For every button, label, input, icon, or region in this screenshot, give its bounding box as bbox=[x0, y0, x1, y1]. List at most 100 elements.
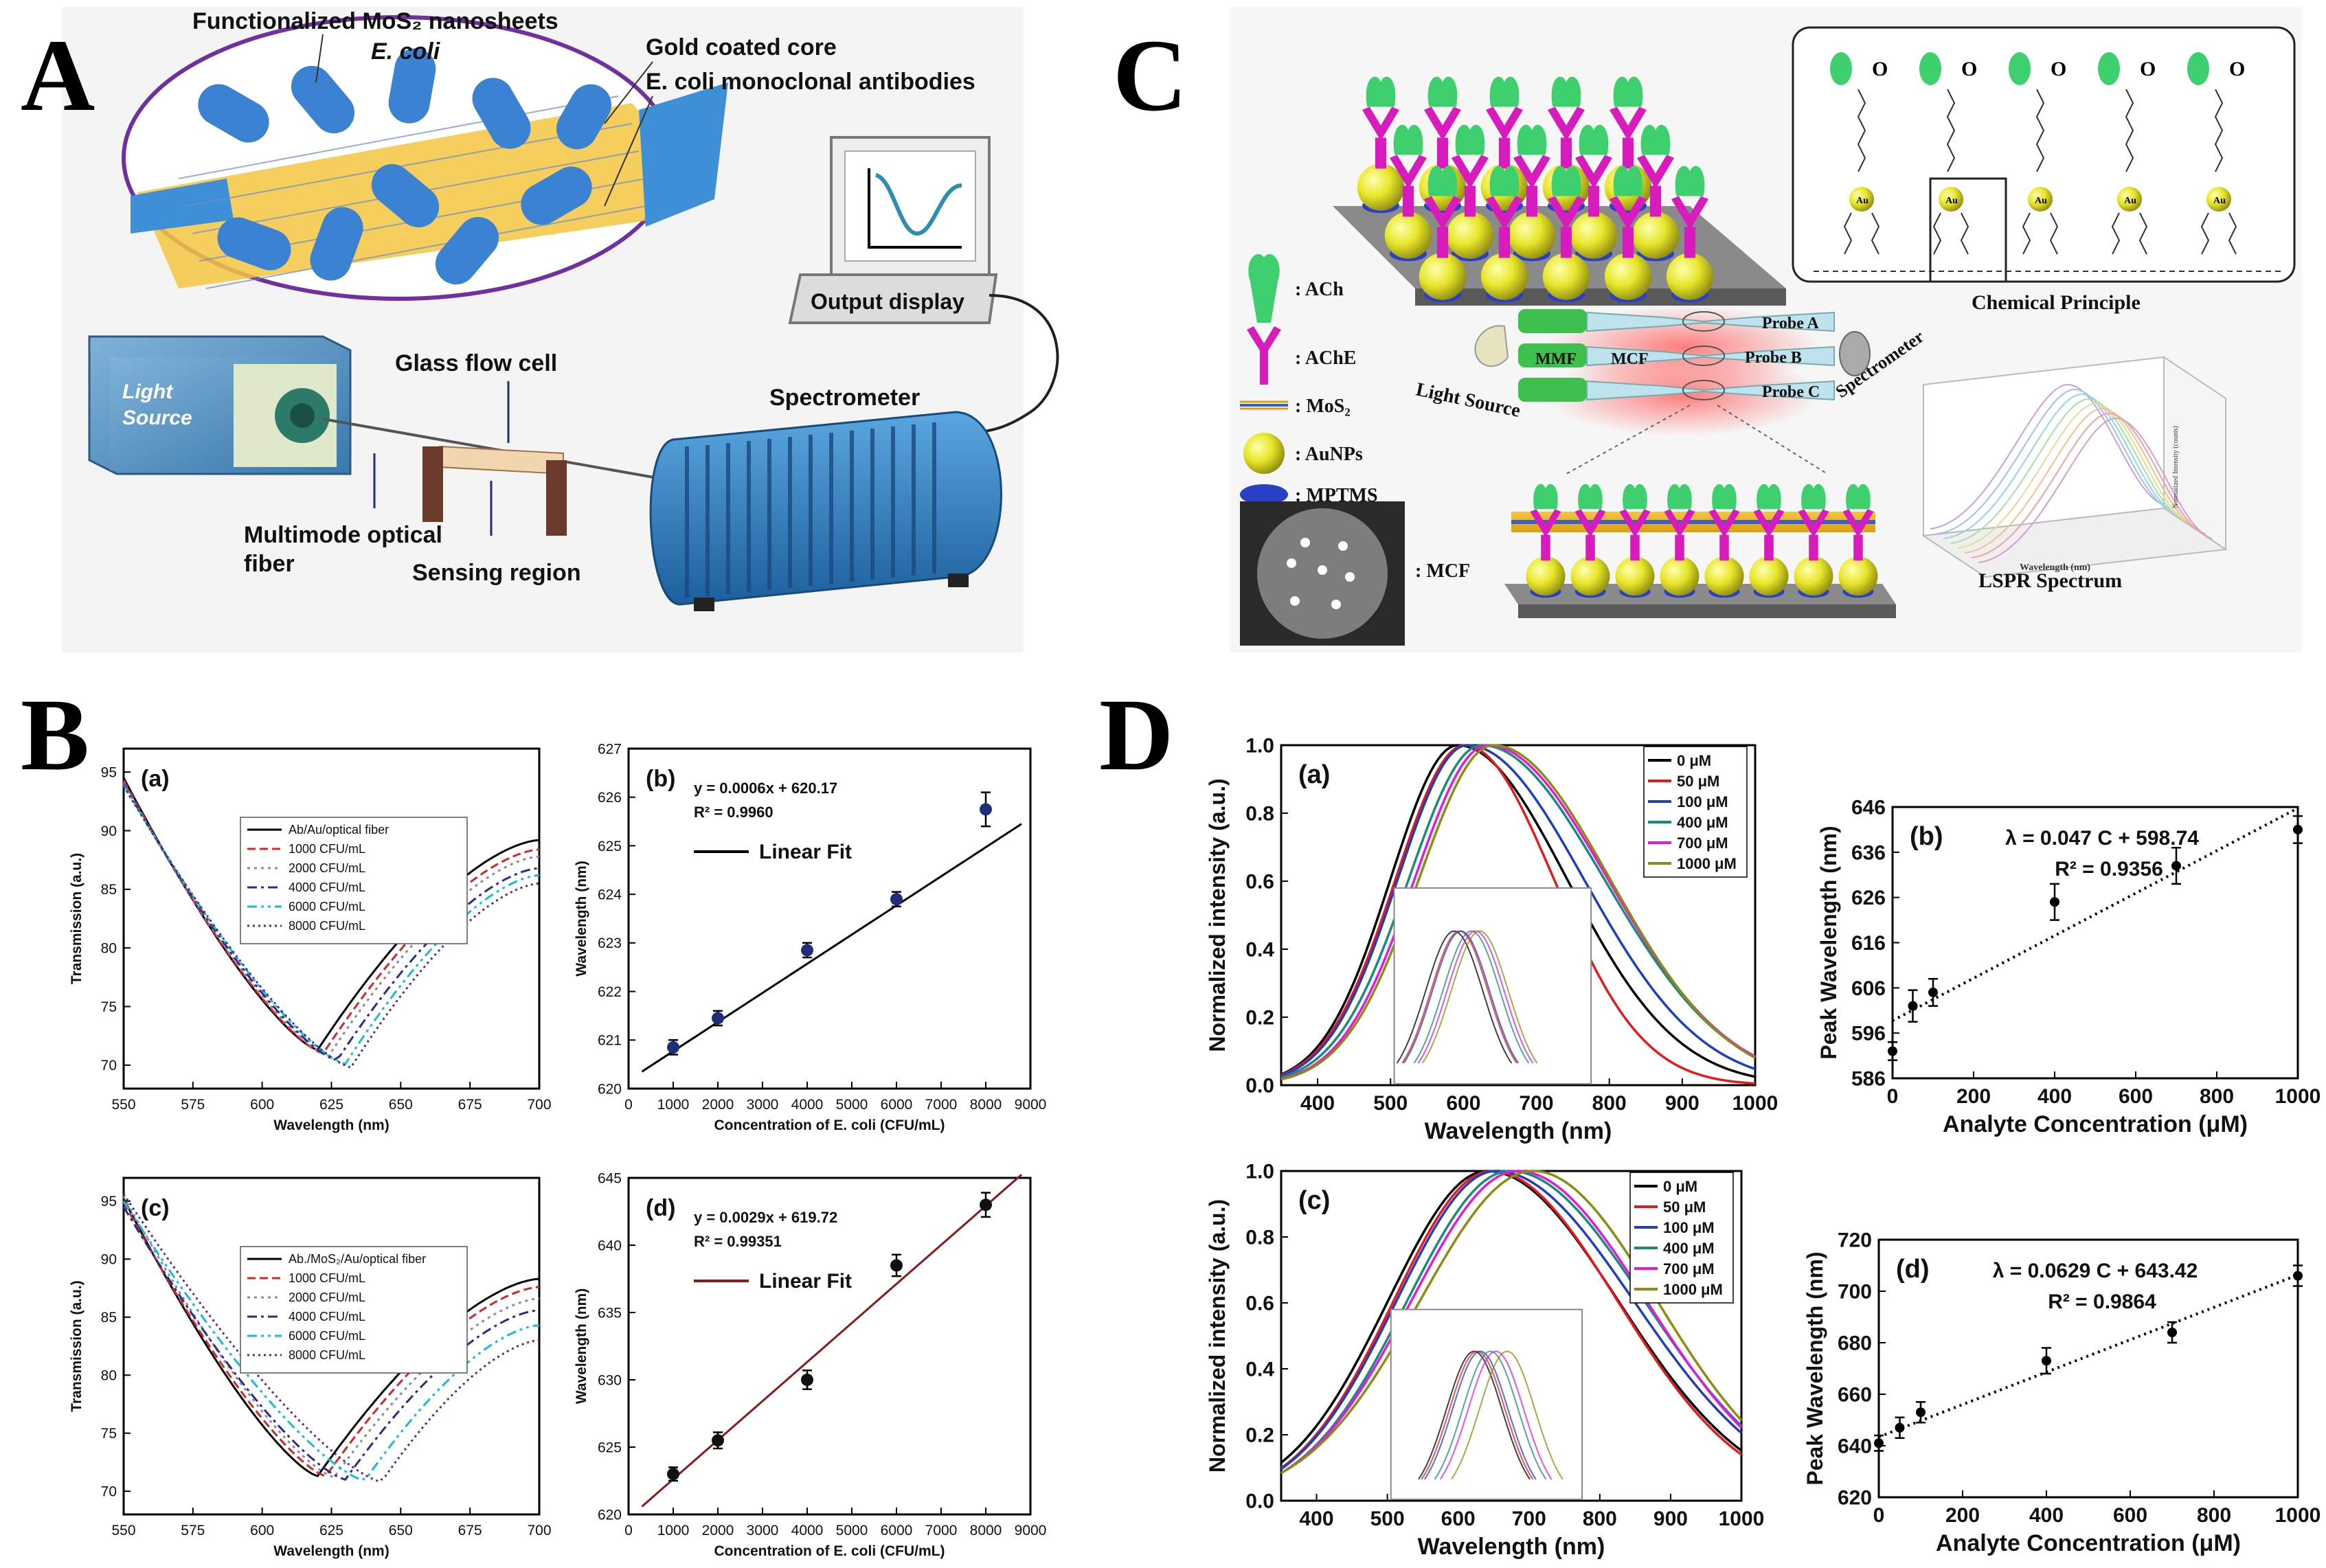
inset-line bbox=[1417, 930, 1534, 1064]
e-coli-bacteria bbox=[198, 48, 611, 285]
x-tick-label: 400 bbox=[1300, 1092, 1335, 1115]
x-tick-label: 0 bbox=[1887, 1085, 1899, 1108]
panel-label: (a) bbox=[141, 766, 170, 792]
label-light: Light bbox=[122, 380, 174, 403]
au-nanoparticle bbox=[1660, 556, 1700, 596]
oxygen-label: O bbox=[2051, 58, 2066, 80]
lspr-curve bbox=[1950, 398, 2185, 544]
ach-molecule bbox=[1675, 166, 1705, 196]
legend-box bbox=[240, 1246, 468, 1374]
x-tick-label: 600 bbox=[250, 1097, 274, 1113]
y-axis-label: Wavelength (nm) bbox=[574, 1288, 589, 1404]
ache-stem bbox=[1684, 227, 1696, 258]
x-tick-label: 8000 bbox=[970, 1097, 1002, 1113]
ach-unit bbox=[2098, 52, 2120, 85]
label-spectrometer: Spectrometer bbox=[769, 385, 920, 411]
lspr-axis-wavelength: Wavelength (nm) bbox=[2020, 563, 2090, 573]
linker bbox=[2111, 212, 2148, 255]
x-tick-label: 550 bbox=[111, 1523, 135, 1538]
data-point bbox=[1888, 1046, 1897, 1056]
ache-arms bbox=[1390, 155, 1427, 189]
ache-stem bbox=[1649, 185, 1662, 217]
legend-label: 4000 CFU/mL bbox=[289, 880, 365, 894]
fit-line bbox=[641, 823, 1022, 1073]
ache-stem bbox=[1585, 534, 1595, 561]
sensor-surface-bottom bbox=[1504, 584, 1896, 618]
panel-label: (c) bbox=[141, 1195, 170, 1221]
fit-equation: y = 0.0006x + 620.17 bbox=[694, 780, 837, 797]
au-atom bbox=[2028, 187, 2053, 212]
ach-molecule bbox=[1846, 484, 1871, 510]
legend-label: Ab./MoS₂/Au/optical fiber bbox=[289, 1252, 426, 1266]
series-line bbox=[1280, 744, 1756, 1078]
panel-c-diagram: C : ACh : AChE : MoS₂ : AuNPs : MPTMS : … bbox=[1113, 7, 2301, 652]
ache-arms bbox=[1610, 196, 1647, 230]
ach-molecule bbox=[1517, 124, 1547, 155]
au-label: Au bbox=[1856, 196, 1868, 206]
data-point bbox=[801, 1374, 813, 1386]
x-tick-label: 4000 bbox=[791, 1097, 824, 1113]
probe-assembly: MMF MCF Probe A Probe B Probe C Light So… bbox=[1414, 306, 1928, 475]
series-line bbox=[1280, 1170, 1743, 1475]
y-tick-label: 85 bbox=[101, 1310, 117, 1326]
x-tick-label: 700 bbox=[1512, 1508, 1546, 1530]
ache-arms bbox=[1708, 509, 1740, 538]
chart-b-a: 550 575 600 625 650 675 700 70 75 80 85 90 95 Wavelen… bbox=[69, 747, 552, 1133]
au-nanoparticle bbox=[1570, 212, 1618, 259]
ache-stem bbox=[1498, 227, 1511, 258]
legend-label: 0 μM bbox=[1677, 752, 1711, 769]
data-point bbox=[890, 1259, 903, 1272]
ach-unit bbox=[1919, 52, 1941, 85]
ach-molecule bbox=[1712, 484, 1737, 510]
x-tick-label: 675 bbox=[458, 1523, 482, 1538]
x-tick-label: 7000 bbox=[925, 1097, 958, 1113]
x-tick-label: 1000 bbox=[1732, 1092, 1779, 1115]
ach-molecule bbox=[1393, 124, 1423, 155]
au-label: Au bbox=[2035, 196, 2047, 206]
legend-label: 400 μM bbox=[1677, 814, 1728, 831]
au-nanoparticle bbox=[1749, 556, 1789, 596]
ache-stem bbox=[1622, 227, 1634, 258]
x-axis-label: Wavelength (nm) bbox=[273, 1117, 389, 1133]
alkyl-chain bbox=[1857, 89, 1866, 172]
au-nanoparticle bbox=[1480, 253, 1528, 300]
x-tick-label: 700 bbox=[527, 1097, 551, 1113]
ache-arms bbox=[1664, 509, 1695, 538]
legend-box bbox=[1643, 746, 1748, 878]
label-mcf: MCF bbox=[1611, 350, 1649, 368]
x-tick-label: 1000 bbox=[657, 1097, 690, 1113]
y-tick-label: 616 bbox=[1851, 932, 1886, 955]
ache-arms bbox=[1574, 509, 1606, 538]
legend-ach: : ACh bbox=[1295, 279, 1344, 300]
x-axis-label: Wavelength (nm) bbox=[273, 1543, 389, 1559]
x-tick-label: 600 bbox=[1446, 1092, 1480, 1115]
ache-arms bbox=[1362, 106, 1399, 141]
inset-box bbox=[1390, 1308, 1583, 1500]
series-line bbox=[122, 1193, 540, 1483]
light-source-box: Light Source bbox=[88, 335, 352, 475]
ache-stem bbox=[1588, 185, 1600, 217]
panel-a-diagram: A Functionalized MoS₂ nanosheets bbox=[21, 7, 1059, 652]
data-point bbox=[980, 1198, 992, 1212]
x-tick-label: 2000 bbox=[702, 1523, 734, 1538]
ach-unit bbox=[2009, 52, 2031, 85]
y-tick-label: 70 bbox=[101, 1058, 117, 1073]
y-tick-label: 0.2 bbox=[1245, 1424, 1274, 1447]
legend-label: 0 μM bbox=[1663, 1178, 1697, 1195]
x-tick-label: 200 bbox=[1945, 1504, 1980, 1527]
data-point bbox=[2050, 897, 2059, 907]
alkyl-chain bbox=[2214, 89, 2224, 172]
au-nanoparticle bbox=[1570, 556, 1610, 596]
ache-arms bbox=[1842, 509, 1874, 538]
x-tick-label: 1000 bbox=[2275, 1085, 2321, 1108]
y-tick-label: 75 bbox=[101, 999, 117, 1015]
x-tick-label: 1000 bbox=[2275, 1504, 2321, 1527]
ache-stem bbox=[1402, 185, 1414, 217]
legend-mcf: : MCF bbox=[1415, 560, 1470, 582]
x-tick-label: 1000 bbox=[657, 1523, 690, 1538]
lspr-curve bbox=[1943, 393, 2178, 539]
panel-label: (d) bbox=[646, 1195, 675, 1221]
ach-molecule bbox=[1427, 76, 1458, 107]
plot-frame bbox=[627, 1177, 1032, 1516]
